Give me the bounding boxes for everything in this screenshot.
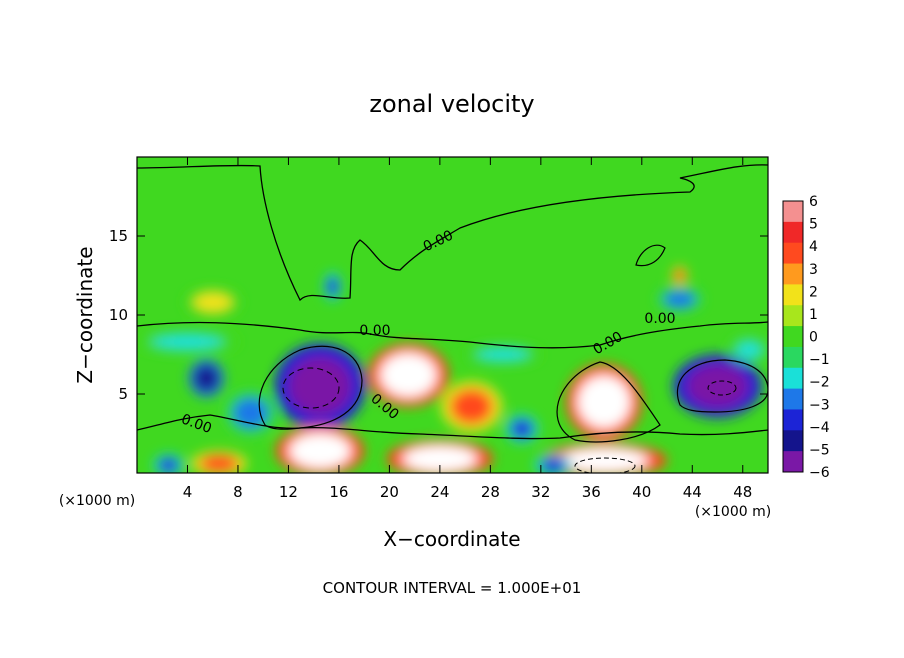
colorbar: 6 5 4 3 2 1 0 −1 −2 −3 −4 −5 −6 — [782, 194, 830, 481]
field-feature — [288, 356, 352, 416]
colorbar-swatch — [783, 367, 803, 390]
colorbar-label: −5 — [809, 442, 830, 458]
colorbar-swatch — [783, 305, 803, 327]
field-feature — [402, 445, 477, 473]
x-unit-left: (×1000 m) — [59, 493, 135, 509]
field-feature — [674, 268, 685, 283]
colorbar-frame — [782, 200, 804, 473]
colorbar-swatch — [783, 221, 803, 244]
field-feature — [476, 347, 530, 362]
colorbar-label: −2 — [809, 375, 830, 391]
colorbar-label: 3 — [809, 262, 818, 278]
colorbar-swatch — [783, 388, 803, 410]
contour-dashed-bottom — [574, 457, 636, 473]
colorbar-label: −4 — [809, 420, 830, 436]
field-feature — [577, 375, 631, 429]
plot-area: 0.000.000.000.000.000.00 — [137, 157, 768, 473]
y-axis-label: Z−coordinate — [73, 246, 97, 383]
contour-label: 0.00 — [644, 311, 675, 327]
colorbar-swatch — [783, 201, 803, 223]
field-feature — [157, 457, 180, 473]
colorbar-label: 1 — [809, 307, 818, 323]
colorbar-swatch — [783, 451, 803, 473]
contour-dashed-right — [707, 380, 737, 396]
colorbar-swatch — [783, 430, 803, 452]
x-tick-label: 48 — [733, 483, 752, 501]
x-unit-right: (×1000 m) — [695, 504, 771, 520]
x-tick-label: 28 — [481, 483, 500, 501]
colorbar-label: 5 — [809, 217, 818, 233]
field-feature — [510, 418, 534, 439]
contour-upper-island — [635, 244, 666, 267]
field-feature — [194, 364, 219, 392]
colorbar-swatch — [783, 263, 803, 285]
contour-lines — [137, 164, 768, 473]
contour-dashed-left — [282, 367, 340, 409]
x-tick-label: 12 — [279, 483, 298, 501]
contour-zero-upper — [137, 164, 768, 302]
contour-zero-mid — [137, 321, 768, 349]
x-tick-label: 20 — [380, 483, 399, 501]
field-feature — [152, 334, 223, 350]
field-feature — [199, 454, 239, 473]
x-axis: 4 8 12 16 20 24 28 32 36 40 44 48 — [183, 157, 752, 501]
colorbar-label: 2 — [809, 284, 818, 300]
field-feature — [540, 457, 567, 473]
colorbar-label: −3 — [809, 397, 830, 413]
field-feature — [559, 448, 649, 473]
contour-red-blob — [556, 361, 661, 443]
chart-title: zonal velocity — [369, 90, 534, 118]
field-feature — [735, 340, 763, 359]
x-tick-label: 8 — [233, 483, 243, 501]
field-feature — [193, 292, 233, 313]
colorbar-label: −1 — [809, 352, 830, 368]
field-feature — [450, 388, 493, 425]
y-tick-label: 10 — [109, 306, 128, 324]
x-axis-label: X−coordinate — [383, 527, 520, 551]
contour-vortex-left — [258, 345, 363, 430]
contour-label: 0.00 — [359, 323, 390, 339]
colorbar-swatch — [783, 284, 803, 306]
y-tick-label: 5 — [118, 385, 128, 403]
field-feature — [380, 352, 437, 398]
x-tick-label: 24 — [430, 483, 449, 501]
colorbar-label: 0 — [809, 330, 818, 346]
colorbar-swatch — [783, 409, 803, 431]
x-tick-label: 36 — [582, 483, 601, 501]
field-feature — [663, 290, 696, 309]
contour-interval-note: CONTOUR INTERVAL = 1.000E+01 — [323, 579, 582, 597]
colorbar-label: −6 — [809, 465, 830, 481]
x-tick-label: 40 — [632, 483, 651, 501]
field-feature — [326, 276, 339, 297]
colorbar-swatch — [783, 346, 803, 369]
y-tick-label: 15 — [109, 227, 128, 245]
x-tick-label: 32 — [531, 483, 550, 501]
colorbar-label: 4 — [809, 239, 818, 255]
field-feature — [289, 433, 351, 469]
field-feature — [686, 363, 749, 409]
y-axis: 5 10 15 — [109, 227, 768, 403]
x-tick-label: 16 — [329, 483, 348, 501]
colorbar-label: 6 — [809, 194, 818, 210]
colorbar-swatch — [783, 242, 803, 265]
x-tick-label: 4 — [183, 483, 193, 501]
colorbar-swatch — [783, 326, 803, 348]
velocity-field — [137, 266, 768, 473]
contour-zero-lower — [137, 414, 768, 440]
x-tick-label: 44 — [683, 483, 702, 501]
